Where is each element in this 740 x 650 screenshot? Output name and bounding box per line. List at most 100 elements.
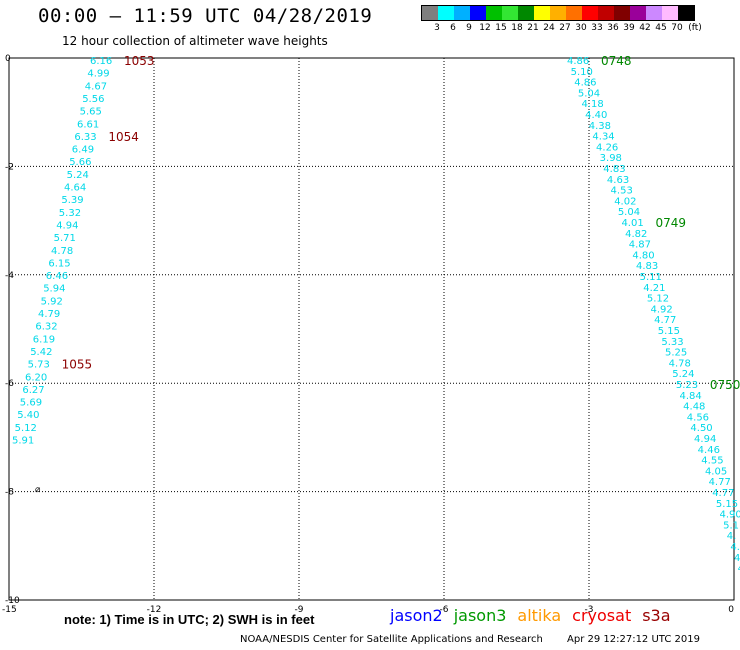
legend-swatch — [582, 6, 598, 20]
legend-label: 30 — [575, 23, 587, 33]
timestamp: Apr 29 12:27:12 UTC 2019 — [567, 634, 700, 645]
swh-value: 6.27 — [22, 385, 44, 396]
swh-value: 4.02 — [614, 196, 636, 207]
swh-value: 6.19 — [33, 334, 55, 345]
swh-value: 5.12 — [647, 294, 669, 305]
legend-label: 21 — [527, 23, 539, 33]
swh-value: 5.04 — [578, 88, 600, 99]
swh-value: 4.83 — [603, 164, 625, 175]
legend-label: 33 — [591, 23, 603, 33]
swh-value: 5.69 — [20, 398, 42, 409]
y-axis-ticks: 0 -2 -4 -6 -8 -10 — [5, 54, 20, 606]
satellite-name: cryosat — [572, 606, 632, 625]
credit-text: NOAA/NESDIS Center for Satellite Applica… — [240, 634, 543, 645]
legend-unit: (ft) — [688, 23, 702, 33]
swh-value: 4. — [730, 542, 740, 553]
swh-value: 5.32 — [59, 208, 81, 219]
swh-value: 5.15 — [716, 499, 738, 510]
legend-swatch — [598, 6, 614, 20]
swh-value: 3.98 — [600, 153, 622, 164]
y-tick-label: -4 — [5, 271, 14, 281]
time-label: 0749 — [655, 216, 686, 230]
page-title: 00:00 – 11:59 UTC 04/28/2019 — [38, 5, 373, 27]
legend-label: 39 — [623, 23, 635, 33]
swh-value: 6.32 — [35, 322, 57, 333]
swh-value: 4.94 — [56, 220, 78, 231]
swh-value: 4.83 — [636, 261, 658, 272]
legend-swatch — [438, 6, 454, 20]
swh-value: 5.73 — [28, 360, 50, 371]
swh-value: 4.21 — [643, 283, 665, 294]
y-tick-label: 0 — [5, 54, 11, 64]
legend-swatch — [518, 6, 534, 20]
swh-value: 5.12 — [15, 423, 37, 434]
swh-value: 4.79 — [38, 309, 60, 320]
swh-value: 5.71 — [54, 233, 76, 244]
swh-value: 5.39 — [61, 195, 83, 206]
legend-swatch — [646, 6, 662, 20]
legend-label: 9 — [466, 23, 472, 33]
legend-swatch — [550, 6, 566, 20]
plot-frame — [8, 57, 735, 601]
island-marker: ⌀ — [35, 485, 41, 495]
time-label: 1055 — [62, 358, 93, 372]
swh-value: 4.86 — [574, 78, 596, 89]
y-tick-label: -6 — [5, 379, 14, 389]
swh-value: 4. — [738, 564, 740, 575]
x-tick-label: -9 — [295, 605, 304, 615]
swh-value: 4.64 — [64, 183, 86, 194]
swh-value: 4.18 — [582, 99, 604, 110]
swh-value: 4.56 — [687, 412, 709, 423]
x-axis-ticks: -15 -12 -9 -6 -3 0 — [2, 605, 734, 615]
swh-value: 4.01 — [621, 218, 643, 229]
y-tick-label: -10 — [5, 596, 20, 606]
swh-value: 4.67 — [85, 81, 107, 92]
swh-value: 4.40 — [585, 110, 607, 121]
swh-value: 5.42 — [30, 347, 52, 358]
gridlines — [9, 58, 734, 600]
swh-value: 4.34 — [592, 132, 614, 143]
legend-swatch — [454, 6, 470, 20]
swh-value: 4.78 — [51, 246, 73, 257]
swh-value: 5.92 — [41, 296, 63, 307]
swh-value: 4.86 — [567, 56, 589, 67]
x-tick-label: -12 — [147, 605, 162, 615]
swh-value: 5.04 — [618, 207, 640, 218]
legend-swatches — [421, 5, 695, 21]
legend-label: 24 — [543, 23, 555, 33]
swh-value: 4.77 — [654, 315, 676, 326]
time-label: 1053 — [124, 54, 155, 68]
legend-labels: 3 6 9 12 15 18 21 24 27 30 33 36 39 42 45 70 (ft) — [421, 21, 702, 35]
swh-value: 5.10 — [571, 67, 593, 78]
legend-label: 70 — [671, 23, 683, 33]
legend-label: 12 — [479, 23, 491, 33]
legend-label: 42 — [639, 23, 651, 33]
swh-value: 4.78 — [669, 358, 691, 369]
page-subtitle: 12 hour collection of altimeter wave hei… — [62, 34, 328, 48]
swh-value: 4.77 — [709, 477, 731, 488]
swh-value: 5.11 — [723, 520, 740, 531]
note-text: note: 1) Time is in UTC; 2) SWH is in fe… — [64, 612, 315, 627]
swh-value: 4.38 — [589, 121, 611, 132]
swh-value: 4. — [727, 531, 737, 542]
legend-swatch — [678, 6, 694, 20]
legend-swatch — [534, 6, 550, 20]
swh-value: 4.84 — [680, 391, 702, 402]
satellite-legend: jason2 jason3 altika cryosat s3a — [390, 606, 682, 625]
swh-value: 4.55 — [701, 456, 723, 467]
legend-label: 6 — [450, 23, 456, 33]
x-tick-label: -3 — [585, 605, 594, 615]
swh-value: 5.23 — [676, 380, 698, 391]
swh-value: 6.61 — [77, 119, 99, 130]
swh-value: 5.94 — [43, 284, 65, 295]
swh-value: 4.05 — [705, 466, 727, 477]
swh-value: 6.16 — [90, 56, 112, 67]
time-label: 1054 — [108, 130, 139, 144]
satellite-name: s3a — [642, 606, 671, 625]
swh-tracks: 6.16 4.994.67 5.56 5.656.61 6.33 6.495.66 5.24… — [12, 54, 740, 575]
x-tick-label: -6 — [440, 605, 449, 615]
legend-label: 15 — [495, 23, 507, 33]
swh-value: 4.90 — [719, 510, 740, 521]
swh-value: 5.25 — [665, 348, 687, 359]
swh-value: 6.46 — [46, 271, 68, 282]
